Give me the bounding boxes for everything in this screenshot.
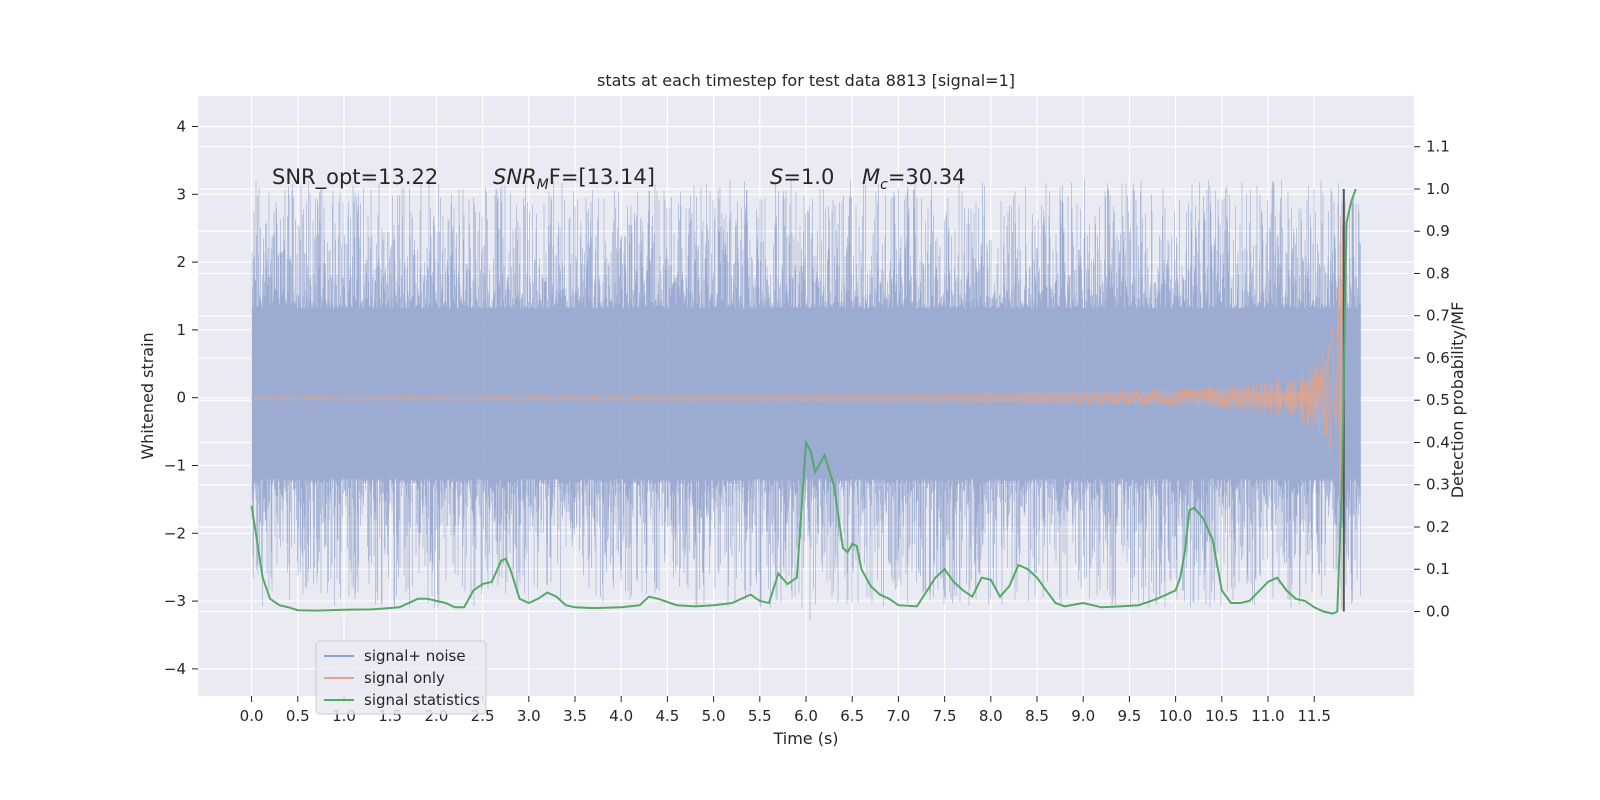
y-left-axis-label: Whitened strain — [138, 332, 157, 459]
series-signal-statistics — [250, 188, 1357, 615]
y-right-tick-label: 0.6 — [1426, 349, 1450, 367]
y-left-tick-label: 0 — [176, 389, 186, 407]
annotation-snr-mf-main: SNR — [493, 165, 537, 189]
x-tick-label: 0.5 — [286, 707, 310, 725]
y-right-tick-label: 0.8 — [1426, 264, 1450, 282]
y-left-tick-label: −4 — [164, 660, 186, 678]
y-right-tick-label: 0.5 — [1426, 391, 1450, 409]
annotation-mc-sub: c — [880, 177, 888, 193]
x-tick-label: 10.5 — [1205, 707, 1238, 725]
annotation-snr-mf-value: F=[13.14] — [549, 165, 655, 189]
x-tick-label: 3.0 — [517, 707, 541, 725]
legend-label-signal-only: signal only — [364, 669, 445, 687]
annotation-snr-mf: SNRMF=[13.14] — [493, 165, 655, 193]
y-left-tick-label: −2 — [164, 524, 186, 542]
y-right-tick-label: 0.4 — [1426, 433, 1450, 451]
legend-label-signal-statistics: signal statistics — [364, 691, 480, 709]
y-left-tick-label: 3 — [176, 185, 186, 203]
y-right-axis-ticks: 1.1 1.0 0.9 0.8 0.7 0.6 0.5 0.4 0.3 0.2 0.1 0.0 — [1414, 138, 1450, 620]
signal-trace — [251, 215, 1361, 610]
legend-box — [315, 640, 487, 715]
chart-title: stats at each timestep for test data 881… — [597, 71, 1015, 90]
x-tick-label: 3.5 — [563, 707, 587, 725]
x-tick-label: 6.5 — [840, 707, 864, 725]
x-tick-label: 8.0 — [979, 707, 1003, 725]
y-right-tick-label: 0.2 — [1426, 518, 1450, 536]
annotation-snr-mf-sub: M — [537, 177, 549, 193]
x-axis-label: Time (s) — [772, 729, 838, 748]
x-tick-label: 9.5 — [1117, 707, 1141, 725]
y-right-tick-label: 1.1 — [1426, 138, 1450, 156]
x-tick-label: 10.0 — [1159, 707, 1192, 725]
x-tick-label: 11.5 — [1298, 707, 1331, 725]
annotation-s-symbol: S — [770, 165, 783, 189]
annotation-snr-opt: SNR_opt=13.22 — [272, 165, 438, 190]
x-tick-label: 4.5 — [655, 707, 679, 725]
x-tick-label: 6.0 — [794, 707, 818, 725]
y-right-tick-label: 0.7 — [1426, 307, 1450, 325]
y-left-axis-ticks: 4 3 2 1 0 −1 −2 −3 −4 — [164, 118, 198, 678]
x-tick-label: 0.0 — [240, 707, 264, 725]
legend: signal+ noise signal only signal statist… — [315, 640, 487, 715]
series-signal-only — [251, 215, 1361, 610]
y-right-axis-label: Detection probability/MF — [1448, 302, 1467, 499]
x-tick-label: 5.0 — [702, 707, 726, 725]
y-right-tick-label: 0.3 — [1426, 476, 1450, 494]
y-right-tick-label: 0.9 — [1426, 222, 1450, 240]
annotation-mc-value: =30.34 — [888, 165, 966, 189]
x-tick-label: 8.5 — [1025, 707, 1049, 725]
x-tick-label: 4.0 — [609, 707, 633, 725]
x-tick-label: 9.0 — [1071, 707, 1095, 725]
annotation-mc-symbol: M — [862, 165, 880, 189]
x-axis-ticks: 0.0 0.5 1.0 1.5 2.0 2.5 3.0 3.5 4.0 4.5 5.0 5.5 6.0 6… — [240, 696, 1331, 725]
annotation-s: S=1.0 — [770, 165, 834, 189]
y-left-tick-label: −3 — [164, 592, 186, 610]
x-tick-label: 7.5 — [933, 707, 957, 725]
y-left-tick-label: 1 — [176, 321, 186, 339]
legend-label-signal-noise: signal+ noise — [364, 647, 466, 665]
y-left-tick-label: −1 — [164, 456, 186, 474]
x-tick-label: 5.5 — [748, 707, 772, 725]
y-left-tick-label: 2 — [176, 253, 186, 271]
annotation-s-value: =1.0 — [783, 165, 834, 189]
y-left-tick-label: 4 — [176, 118, 186, 136]
x-tick-label: 7.0 — [886, 707, 910, 725]
annotation-mc: Mc=30.34 — [862, 165, 966, 193]
x-tick-label: 11.0 — [1251, 707, 1284, 725]
y-right-tick-label: 0.0 — [1426, 602, 1450, 620]
y-right-tick-label: 0.1 — [1426, 560, 1450, 578]
y-right-tick-label: 1.0 — [1426, 180, 1450, 198]
